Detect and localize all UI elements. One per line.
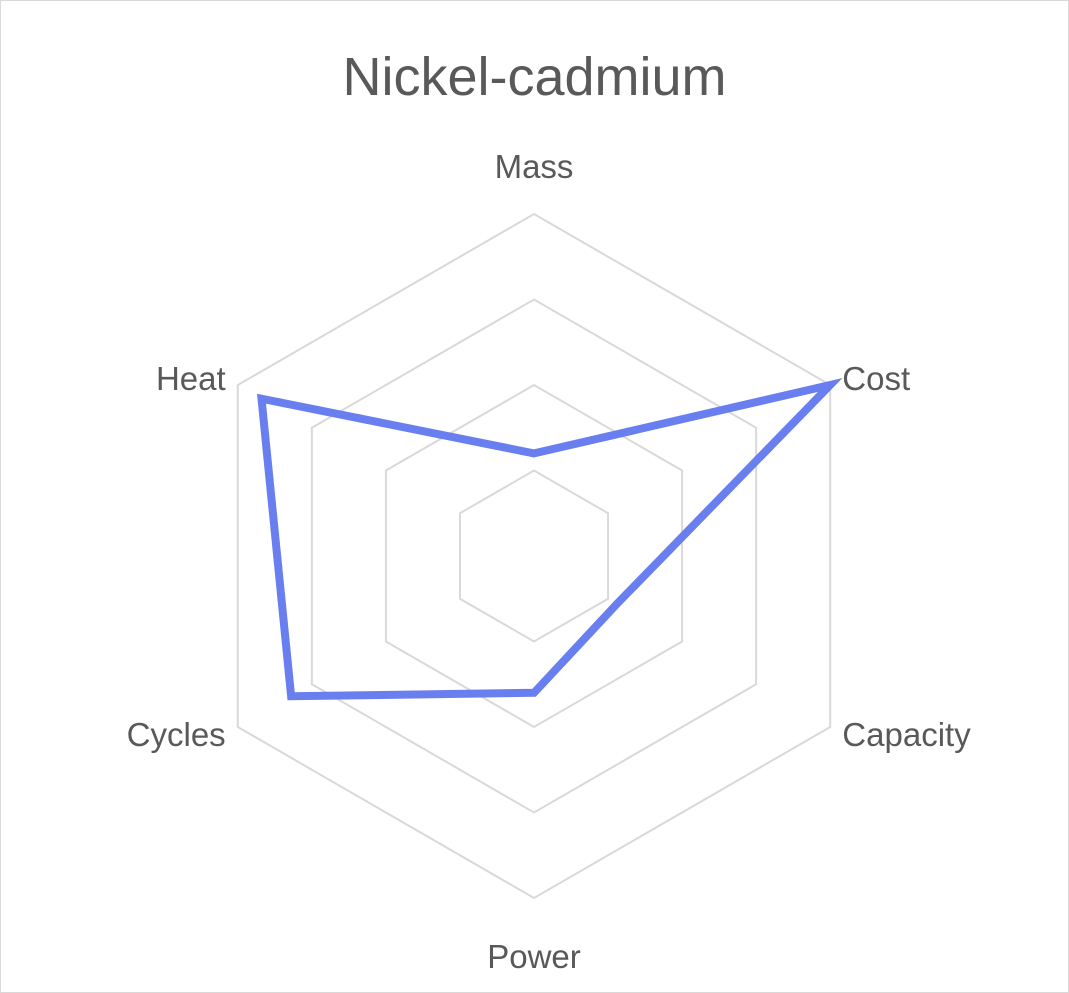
series-line-0 [256,378,843,701]
grid-ring-2 [384,383,684,729]
axis-label-mass: Mass [495,148,574,185]
axis-label-cycles: Cycles [127,716,226,753]
axis-label-heat: Heat [156,360,226,397]
axis-label-power: Power [487,938,581,975]
chart-title: Nickel-cadmium [342,47,727,107]
radar-grid [236,212,832,900]
grid-ring-3 [310,298,758,814]
grid-ring-1 [458,469,610,643]
axis-label-capacity: Capacity [842,716,971,753]
grid-ring-4 [236,212,832,900]
radar-series-layer [256,378,843,701]
axis-label-cost: Cost [842,360,910,397]
axis-labels: Mass Cost Capacity Power Cycles Heat [127,148,972,975]
